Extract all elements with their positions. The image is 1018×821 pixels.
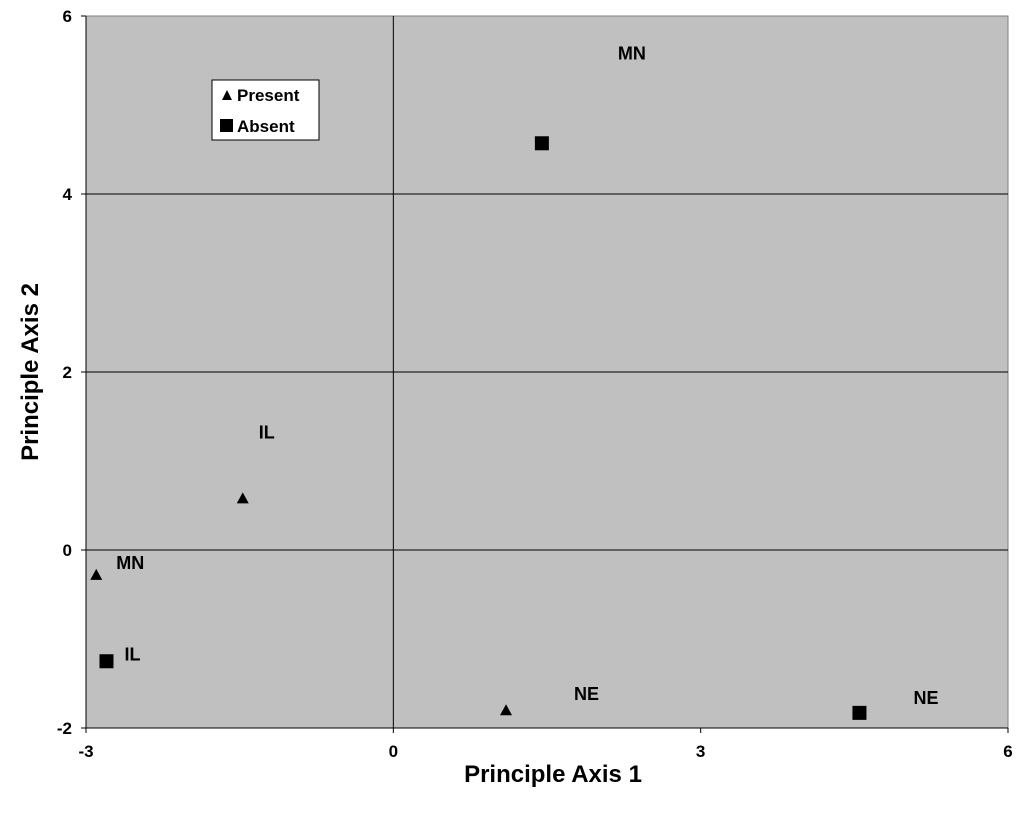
- y-tick-label: 4: [63, 185, 73, 204]
- point-present-il: [236, 492, 249, 504]
- x-tick-label: 0: [389, 742, 398, 761]
- point-present-ne: [500, 704, 513, 716]
- legend-absent-label: Absent: [237, 117, 295, 136]
- legend: Present Absent: [211, 79, 320, 141]
- gridlines: [86, 193, 1008, 551]
- point-labels: MN IL NE MN IL NE: [116, 43, 938, 708]
- point-absent-ne: [852, 705, 867, 720]
- point-label-absent-ne: NE: [913, 688, 938, 708]
- y-tick-label: 0: [63, 541, 72, 560]
- point-absent-mn: [534, 136, 549, 151]
- point-absent-il: [99, 654, 114, 669]
- y-tick-label: -2: [57, 719, 72, 738]
- point-present-mn: [90, 568, 103, 580]
- y-axis-title: Principle Axis 2: [17, 283, 44, 461]
- tick-labels: -2 0 2 4 6 -3 0 3 6: [57, 7, 1013, 761]
- x-axis-title: Principle Axis 1: [464, 761, 642, 788]
- x-tick-label: -3: [78, 742, 93, 761]
- point-label-absent-il: IL: [124, 644, 140, 664]
- point-label-absent-mn: MN: [618, 43, 646, 63]
- x-tick-label: 6: [1003, 742, 1012, 761]
- x-tick-label: 3: [696, 742, 705, 761]
- point-label-present-mn: MN: [116, 553, 144, 573]
- data-points: [90, 136, 867, 720]
- legend-present-label: Present: [237, 86, 300, 105]
- legend-triangle-marker: [222, 90, 232, 100]
- point-label-present-il: IL: [259, 422, 275, 442]
- y-tick-label: 2: [63, 363, 72, 382]
- y-tick-label: 6: [63, 7, 72, 26]
- point-label-present-ne: NE: [574, 684, 599, 704]
- axes: [81, 15, 1009, 733]
- legend-square-marker: [220, 119, 233, 132]
